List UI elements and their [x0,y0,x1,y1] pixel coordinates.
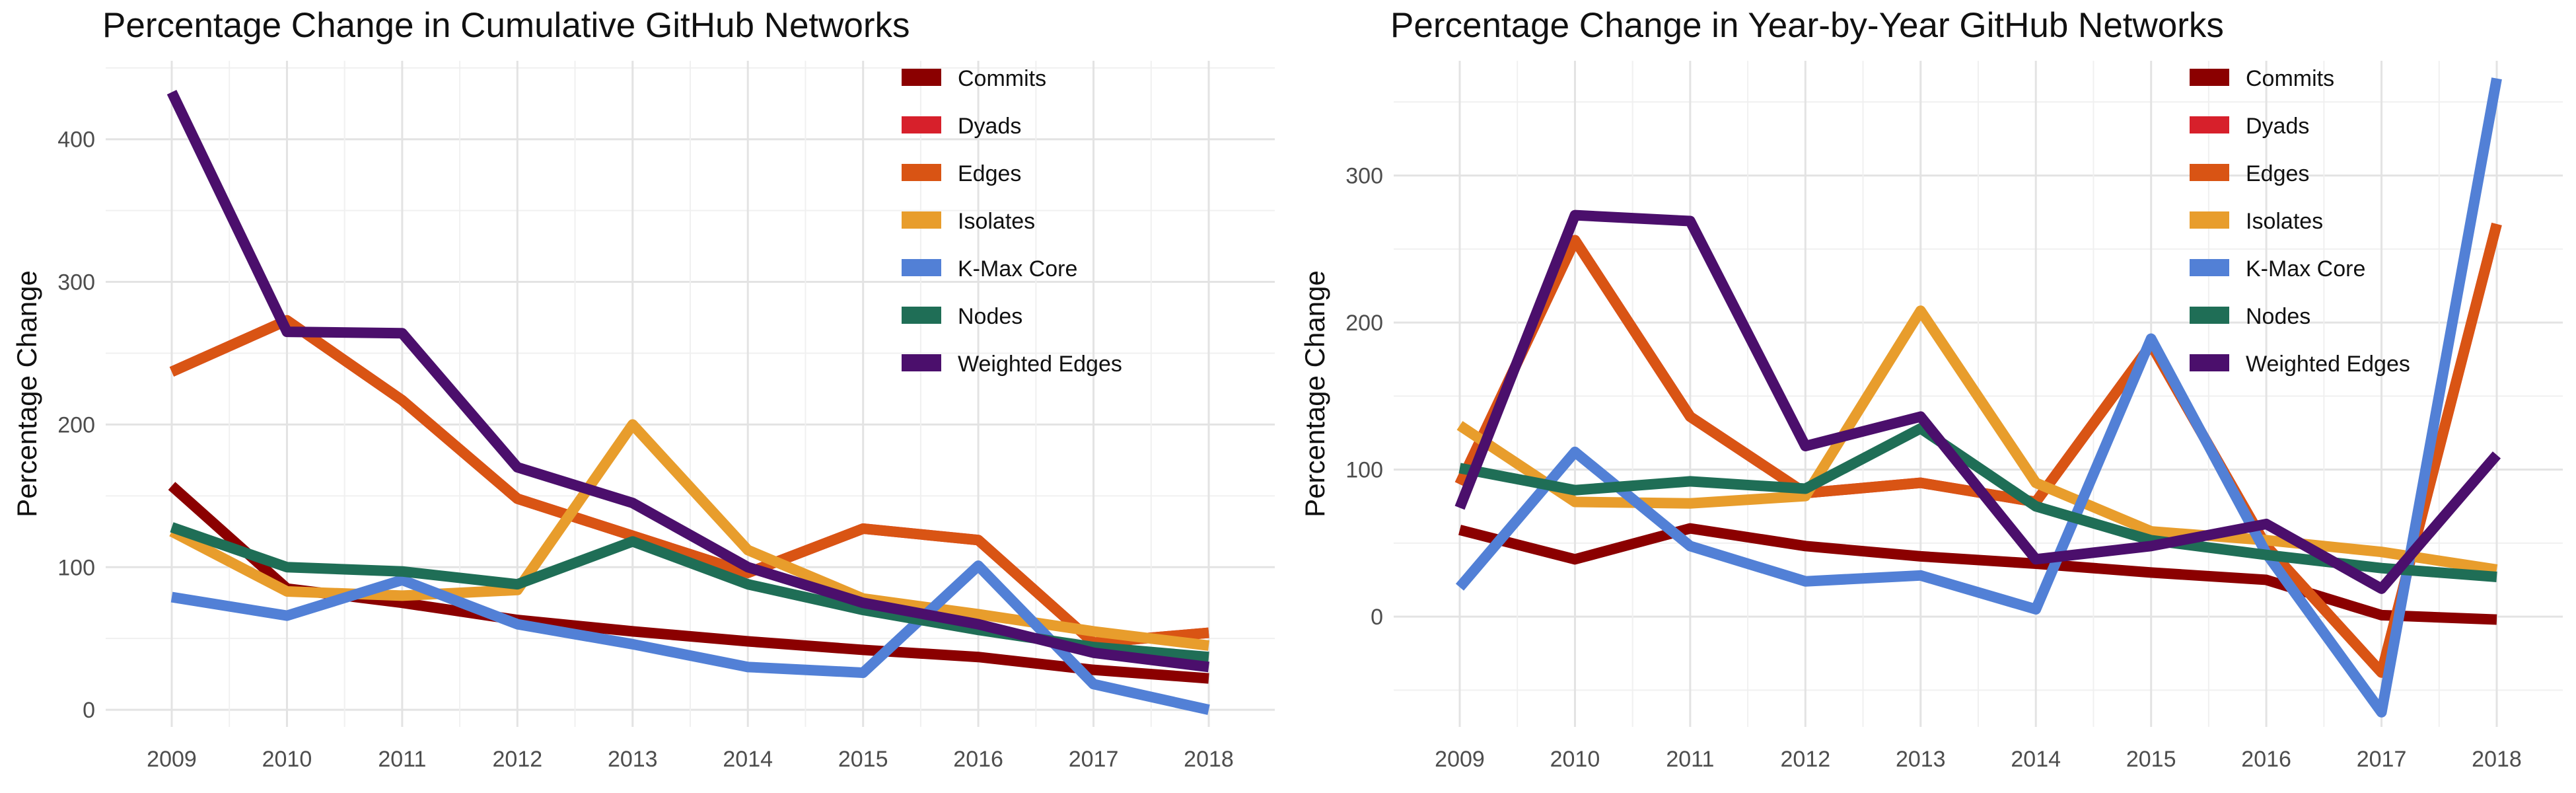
x-tick-label: 2016 [953,747,1003,772]
series-line-k-max-core [170,560,1210,715]
legend-item-k-max-core: K-Max Core [902,256,1077,282]
legend-item-isolates: Isolates [902,209,1035,234]
legend-item-k-max-core: K-Max Core [2190,256,2365,282]
y-tick-label: 0 [1371,605,1383,630]
x-tick-label: 2015 [838,747,888,772]
legend-swatch [902,116,941,133]
x-tick-label: 2012 [1781,747,1831,772]
y-tick-label: 100 [1345,458,1383,483]
x-tick-label: 2013 [1896,747,1946,772]
legend-swatch [902,354,941,371]
x-tick-label: 2014 [2011,747,2061,772]
legend-label: Dyads [2246,114,2309,139]
legend-swatch [2190,164,2229,181]
legend-swatch [902,259,941,276]
y-tick-label: 300 [1345,164,1383,189]
x-tick-label: 2017 [1069,747,1119,772]
legend-swatch [902,164,941,181]
legend-item-edges: Edges [902,161,1021,186]
x-tick-label: 2009 [147,747,197,772]
y-axis: 0 100 200 300 400 [57,128,95,723]
legend-item-dyads: Dyads [902,114,1021,139]
legend-label: Nodes [2246,304,2310,329]
legend-label: Isolates [2246,209,2323,234]
legend-label: Edges [2246,161,2309,186]
legend-item-weighted-edges: Weighted Edges [902,352,1122,377]
legend-item-nodes: Nodes [902,304,1022,329]
legend: Commits Dyads Edges Isolates K-Max Core Nodes… [2190,66,2410,377]
legend-label: Commits [958,66,1046,91]
y-tick-label: 300 [57,270,95,295]
legend-label: Commits [2246,66,2334,91]
x-tick-label: 2009 [1435,747,1485,772]
legend: Commits Dyads Edges Isolates K-Max Core Nodes… [902,66,1122,377]
x-tick-label: 2016 [2241,747,2291,772]
x-tick-label: 2012 [493,747,543,772]
series-line-weighted-edges [1454,209,2501,594]
legend-item-isolates: Isolates [2190,209,2323,234]
x-tick-label: 2010 [262,747,312,772]
legend-item-nodes: Nodes [2190,304,2310,329]
x-tick-label: 2017 [2357,747,2407,772]
y-axis-label: Percentage Change [11,270,42,517]
legend-label: Nodes [958,304,1022,329]
x-tick-label: 2018 [1184,747,1234,772]
legend-label: Weighted Edges [2246,352,2410,377]
legend-swatch [902,69,941,86]
y-axis-label: Percentage Change [1299,270,1330,517]
chart-panel-cumulative: Percentage Change in Cumulative GitHub N… [11,6,1275,772]
series-line-edges [169,315,1209,648]
legend-item-edges: Edges [2190,161,2309,186]
x-tick-label: 2013 [608,747,658,772]
legend-label: Dyads [958,114,1021,139]
y-tick-label: 400 [57,128,95,153]
grid [1394,61,2563,727]
legend-swatch [2190,307,2229,324]
series-line-commits [1458,523,2497,625]
series-line-k-max-core [1455,77,2502,718]
series-group [166,90,1210,715]
legend-label: K-Max Core [958,256,1077,282]
legend-item-commits: Commits [2190,66,2334,91]
y-tick-label: 100 [57,555,95,580]
x-axis: 2009 2010 2011 2012 2013 2014 2015 2016 2017 2018 [147,747,1234,772]
legend-swatch [902,307,941,324]
x-tick-label: 2011 [378,747,426,772]
legend-swatch [2190,211,2229,229]
legend-swatch [2190,259,2229,276]
x-axis: 2009 2010 2011 2012 2013 2014 2015 2016 2017 2018 [1435,747,2522,772]
y-tick-label: 0 [83,698,95,723]
legend-swatch [2190,116,2229,133]
chart-title: Percentage Change in Cumulative GitHub N… [102,6,910,45]
legend-swatch [902,211,941,229]
legend-label: K-Max Core [2246,256,2365,282]
chart-cumulative: 0 100 200 300 400 2009 2010 2011 2012 2013 2014 201… [11,61,1275,772]
legend-swatch [2190,69,2229,86]
chart-panel-year-by-year: Percentage Change in Year-by-Year GitHub… [1288,0,2576,793]
x-tick-label: 2018 [2472,747,2522,772]
legend-item-commits: Commits [902,66,1046,91]
y-axis: 0 100 200 300 [1345,164,1383,630]
chart-title: Percentage Change in Year-by-Year GitHub… [1390,6,2224,45]
series-line-weighted-edges [166,90,1209,673]
legend-item-dyads: Dyads [2190,114,2309,139]
legend-item-weighted-edges: Weighted Edges [2190,352,2410,377]
legend-label: Isolates [958,209,1035,234]
x-tick-label: 2014 [723,747,773,772]
legend-label: Edges [958,161,1021,186]
legend-swatch [2190,354,2229,371]
legend-label: Weighted Edges [958,352,1122,377]
y-tick-label: 200 [57,412,95,437]
y-tick-label: 200 [1345,311,1383,336]
x-tick-label: 2011 [1666,747,1714,772]
x-tick-label: 2015 [2126,747,2176,772]
x-tick-label: 2010 [1550,747,1600,772]
series-group [1454,77,2502,718]
